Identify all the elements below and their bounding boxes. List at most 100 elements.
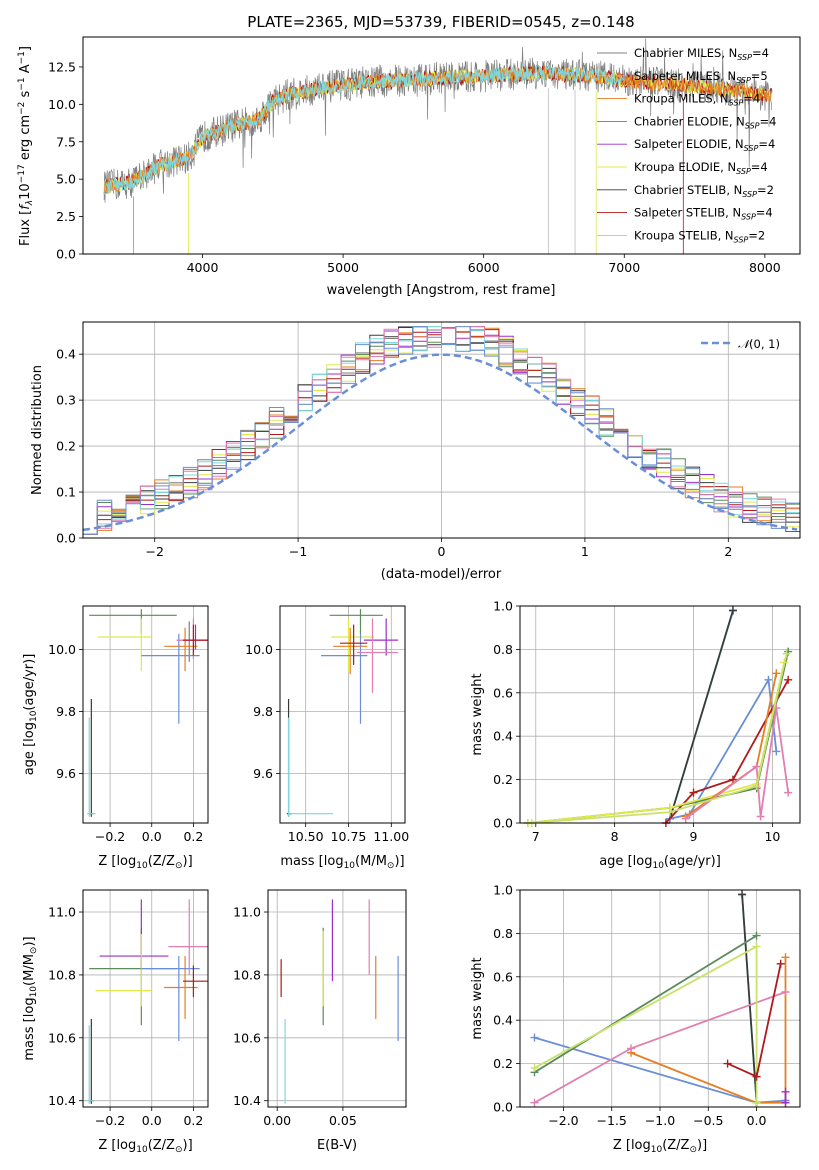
pink_series-mass-weight-marker: [756, 812, 765, 821]
kroupa_miles-errorbar-point: [333, 627, 368, 675]
legend-label-salpeter_stelib: Salpeter STELIB, NSSP=4: [634, 206, 773, 222]
x-tick-label: −0.2: [95, 1113, 125, 1128]
y-tick-label: 11.0: [233, 905, 261, 920]
y-tick-label: 10.8: [233, 967, 261, 982]
x-tick-label: −1.0: [645, 1113, 675, 1128]
legend-normal-label: 𝒩(0, 1): [738, 337, 780, 351]
salpeter_stelib-errorbar-point: [339, 624, 368, 665]
residual-histogram-panel: −2 −1 0 1 2 0.0 0.1 0.2 0.3 0.4 (data-model)/err…: [30, 321, 801, 582]
chabrier_stelib-errorbar-point: [89, 699, 94, 817]
lime_series-mass-weight-line: [534, 944, 758, 1103]
chabrier_stelib-errorbar-point: [286, 699, 292, 817]
z-mass-y-label: mass [log10(M/M⊙)]: [22, 936, 39, 1060]
axes-frame: [82, 889, 209, 1108]
histogram-x-label: (data-model)/error: [381, 567, 502, 582]
salpeter_stelib-mass-weight-marker: [723, 1059, 732, 1068]
z-vs-age-panel: −0.2 0.0 0.2 9.6 9.8 10.0 Z [log10(Z/Z⊙)] age […: [22, 605, 209, 871]
chabrier_elodie-errorbar-point: [89, 609, 177, 634]
x-tick-label: 2: [724, 544, 732, 559]
salpeter_stelib-mass-weight-marker: [752, 1072, 761, 1081]
y-tick-label: 0.8: [493, 926, 513, 941]
spectrum-panel: PLATE=2365, MJD=53739, FIBERID=0545, z=0…: [17, 13, 801, 298]
axes-frame: [82, 605, 209, 824]
kroupa_elodie-errorbar-point: [331, 618, 375, 672]
y-tick-label: 0.4: [493, 729, 513, 744]
x-tick-label: −1.5: [597, 1113, 627, 1128]
salpeter_stelib-mass-weight-marker: [784, 675, 793, 684]
mw-age-y-label: mass weight: [470, 673, 485, 755]
chabrier_elodie-mass-weight-line: [534, 934, 758, 1074]
lime_series-mass-weight-marker: [752, 782, 761, 791]
blue_series-mass-weight-marker: [530, 1033, 539, 1042]
y-tick-label: 0.2: [56, 439, 76, 454]
spectrum-title: PLATE=2365, MJD=53739, FIBERID=0545, z=0…: [247, 13, 634, 31]
kroupa_stelib-errorbar-point: [287, 717, 334, 817]
x-tick-label: −2: [145, 544, 163, 559]
kroupa_miles-errorbar-point: [164, 956, 198, 1019]
spectrum-axes-frame: [82, 36, 801, 255]
x-tick-label: 5000: [327, 260, 359, 275]
spectrum-legend: Chabrier MILES, NSSP=4 Salpeter MILES, NS…: [597, 46, 776, 244]
x-tick-label: 0.05: [329, 1113, 357, 1128]
x-tick-label: 0.00: [263, 1113, 291, 1128]
ebv-mass-x-label: E(B-V): [317, 1138, 357, 1153]
x-tick-label: 6000: [468, 260, 500, 275]
mass-weight-vs-age-panel: 7 8 9 10 0.0 0.2 0.4 0.6 0.8 1.0 age [log10(age/yr…: [470, 599, 801, 871]
chabrier_elodie-errorbar-point: [329, 609, 383, 634]
chabrier_elodie-errorbar-point: [89, 927, 177, 1026]
x-tick-label: 0.0: [747, 1113, 767, 1128]
spectrum-y-ticks: 0.0 2.5 5.0 7.5 10.0 12.5: [48, 59, 83, 262]
lime_series-mass-weight-marker: [752, 942, 761, 951]
lime_series-mass-weight-marker: [530, 1063, 539, 1072]
lime_series-mass-weight-marker: [665, 808, 674, 817]
y-tick-label: 0.0: [493, 1100, 513, 1115]
x-tick-label: 0: [438, 544, 446, 559]
legend-label-chabrier_stelib: Chabrier STELIB, NSSP=2: [634, 183, 774, 199]
y-tick-label: 0.4: [56, 347, 76, 362]
blue_series-histogram-step: [83, 326, 800, 535]
y-tick-label: 2.5: [56, 209, 76, 224]
pink_series-mass-weight-marker: [681, 814, 690, 823]
y-tick-label: 12.5: [48, 59, 76, 74]
salpeter_elodie-errorbar-point: [176, 624, 208, 650]
histogram-legend: 𝒩(0, 1): [701, 337, 780, 351]
kroupa_miles-errorbar-point: [164, 627, 198, 672]
salpeter_elodie-mass-weight-marker: [781, 1087, 790, 1096]
x-tick-label: 1: [581, 544, 589, 559]
y-tick-label: 9.8: [56, 704, 76, 719]
blue_series-errorbar-point: [321, 633, 368, 724]
pink_series-errorbar-point: [176, 618, 208, 659]
y-tick-label: 11.0: [48, 905, 76, 920]
x-tick-label: 10.50: [288, 829, 324, 844]
mass-weight-vs-z-panel: −2.0 −1.5 −1.0 −0.5 0.0 0.0 0.2 0.4 0.6 0.8 1.0 Z […: [470, 883, 801, 1155]
z-vs-mass-panel: −0.2 0.0 0.2 10.4 10.6 10.8 11.0 Z [log10(Z/Z⊙)…: [22, 889, 209, 1155]
x-tick-label: 7000: [608, 260, 640, 275]
salpeter_stelib-mass-weight-line: [665, 679, 789, 824]
y-tick-label: 5.0: [56, 172, 76, 187]
salpeter_stelib-model-line: [103, 64, 773, 195]
y-tick-label: 10.8: [48, 967, 76, 982]
salpeter_elodie-mass-weight-marker: [781, 1098, 790, 1107]
y-tick-label: 9.8: [253, 704, 273, 719]
y-tick-label: 7.5: [56, 134, 76, 149]
kroupa_miles-mass-weight-marker: [772, 669, 781, 678]
x-tick-label: −0.5: [693, 1113, 723, 1128]
spectrum-x-label: wavelength [Angstrom, rest frame]: [327, 283, 556, 298]
axes-frame: [519, 605, 801, 824]
legend-label-chabrier_elodie: Chabrier ELODIE, NSSP=4: [634, 114, 776, 130]
pink_series-mass-weight-marker: [530, 1098, 539, 1107]
legend-label-kroupa_miles: Kroupa MILES, NSSP=4: [634, 92, 760, 108]
y-tick-label: 10.6: [48, 1030, 76, 1045]
kroupa_elodie-errorbar-point: [97, 618, 152, 672]
salpeter_stelib-errorbar-point: [183, 965, 208, 997]
x-tick-label: −2.0: [548, 1113, 578, 1128]
x-tick-label: 7: [532, 829, 540, 844]
histogram-grid: [83, 322, 800, 539]
z-age-y-label: age [log10(age/yr)]: [22, 654, 39, 776]
x-tick-label: 8000: [749, 260, 781, 275]
pink_series-mass-weight-marker: [627, 1044, 636, 1053]
x-tick-label: 11.00: [373, 829, 409, 844]
axes-frame: [519, 889, 801, 1108]
pink_series-mass-weight-marker: [784, 788, 793, 797]
